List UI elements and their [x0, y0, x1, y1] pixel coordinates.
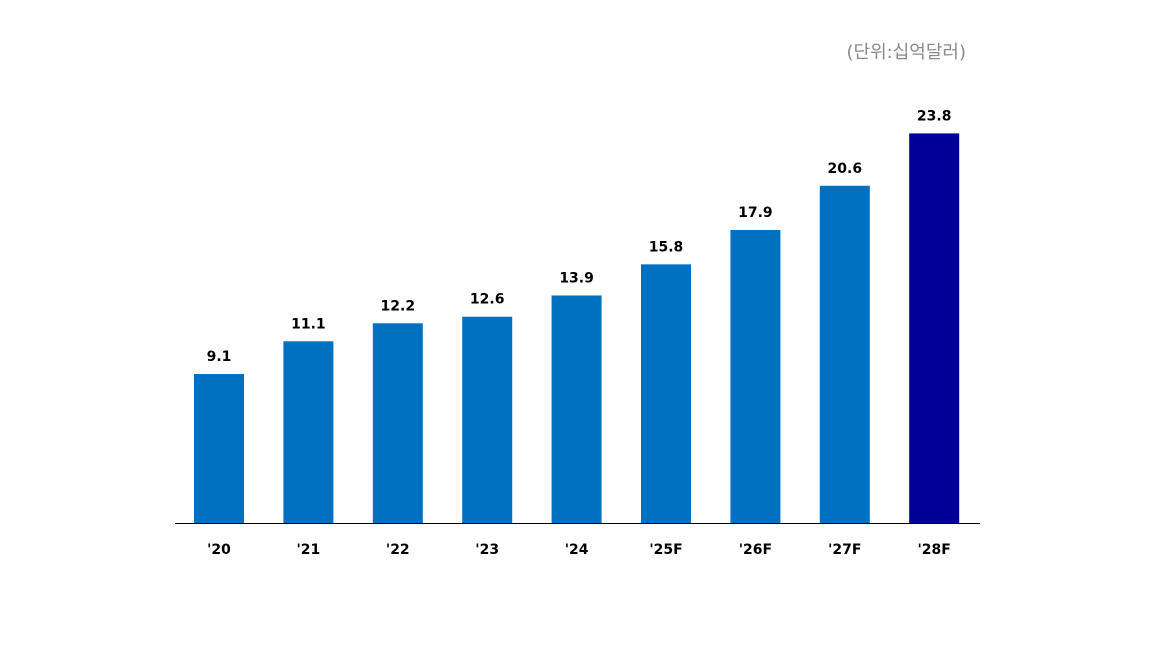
bar-'27F	[819, 185, 870, 523]
x-tick-label: '21	[297, 542, 321, 558]
x-tick-label: '25F	[649, 542, 682, 558]
bar-'28F	[909, 133, 960, 524]
x-tick-label: '28F	[918, 542, 951, 558]
x-tick-label: '27F	[828, 542, 861, 558]
data-label: 11.1	[291, 316, 326, 332]
x-tick-label: '22	[386, 542, 410, 558]
data-label: 20.6	[828, 161, 863, 177]
unit-label: (단위:십억달러)	[846, 42, 966, 63]
data-label: 17.9	[738, 205, 773, 221]
x-tick-label: '20	[207, 542, 231, 558]
x-tick-label: '26F	[739, 542, 772, 558]
bar-'26F	[730, 229, 781, 524]
data-label: 12.6	[470, 292, 505, 308]
data-label: 23.8	[917, 108, 952, 124]
data-label: 13.9	[559, 270, 594, 286]
x-tick-label: '24	[565, 542, 589, 558]
data-label: 12.2	[381, 298, 416, 314]
bar-'24	[551, 295, 602, 523]
bar-'23	[462, 316, 513, 523]
data-label: 9.1	[207, 349, 232, 365]
bar-'25F	[641, 264, 691, 523]
bar-'22	[372, 323, 423, 523]
bar-'20	[194, 374, 244, 523]
x-tick-label: '23	[475, 542, 499, 558]
data-label: 15.8	[649, 239, 684, 255]
bar-'21	[283, 341, 334, 523]
